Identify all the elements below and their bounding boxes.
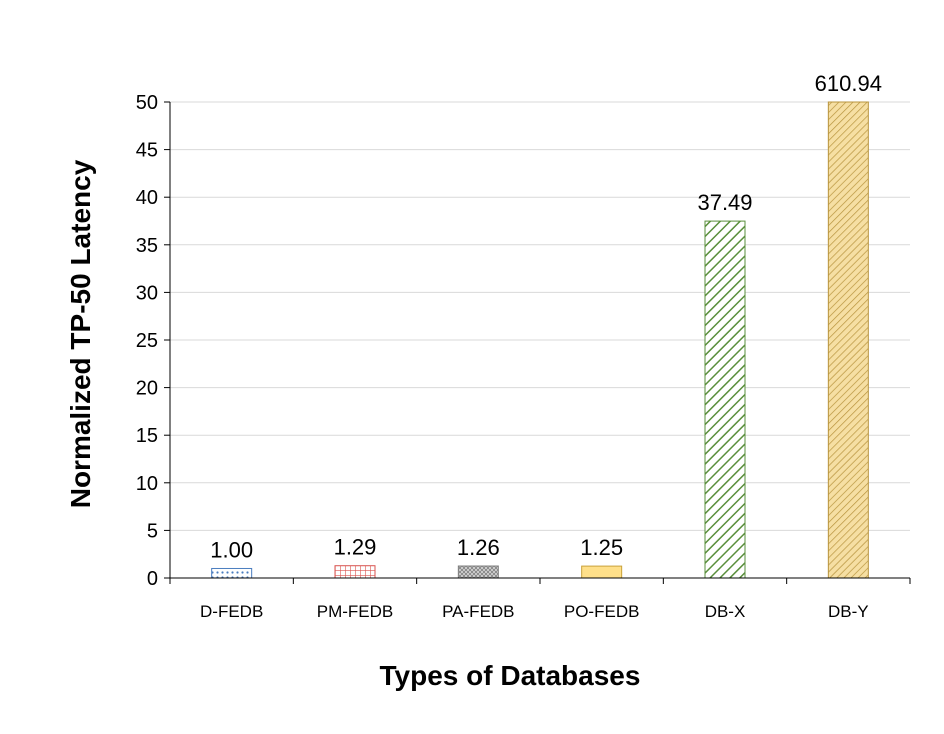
x-tick-label: DB-Y bbox=[828, 602, 869, 621]
data-label: 37.49 bbox=[697, 190, 752, 215]
data-label: 610.94 bbox=[815, 71, 882, 96]
x-tick-label: DB-X bbox=[705, 602, 746, 621]
x-axis-title: Types of Databases bbox=[380, 660, 641, 691]
data-label: 1.00 bbox=[210, 537, 253, 562]
gridlines bbox=[170, 101, 910, 531]
y-tick-label: 45 bbox=[136, 140, 158, 162]
data-label: 1.26 bbox=[457, 535, 500, 560]
x-tick-label: PA-FEDB bbox=[442, 602, 514, 621]
y-tick-label: 10 bbox=[136, 473, 158, 495]
y-tick-label: 0 bbox=[147, 568, 158, 590]
x-tick-label: PO-FEDB bbox=[564, 602, 640, 621]
y-tick-label: 20 bbox=[136, 378, 158, 400]
y-tick-label: 5 bbox=[147, 520, 158, 542]
data-label: 1.29 bbox=[334, 535, 377, 560]
x-tick-label: D-FEDB bbox=[200, 602, 263, 621]
y-tick-label: 35 bbox=[136, 235, 158, 257]
bar-pa-fedb bbox=[457, 565, 499, 579]
y-tick-label: 25 bbox=[136, 330, 158, 352]
x-tick-label: PM-FEDB bbox=[317, 602, 394, 621]
y-tick-label: 50 bbox=[136, 92, 158, 114]
bar-db-x bbox=[704, 220, 746, 579]
data-label: 1.25 bbox=[580, 535, 623, 560]
bar-d-fedb bbox=[211, 567, 253, 579]
y-tick-label: 30 bbox=[136, 282, 158, 304]
y-tick-label: 40 bbox=[136, 187, 158, 209]
y-tick-label: 15 bbox=[136, 425, 158, 447]
bars bbox=[211, 101, 869, 579]
labels: 0 5 10 15 20 25 30 35 40 45 50 D-FEDB 1.00 PM-FEDB 1.2… bbox=[136, 71, 882, 621]
axes bbox=[164, 101, 911, 584]
bar-db-y bbox=[827, 101, 869, 579]
bar-pm-fedb bbox=[334, 565, 376, 579]
y-axis-title: Normalized TP-50 Latency bbox=[65, 159, 96, 508]
bar-po-fedb bbox=[581, 565, 623, 579]
